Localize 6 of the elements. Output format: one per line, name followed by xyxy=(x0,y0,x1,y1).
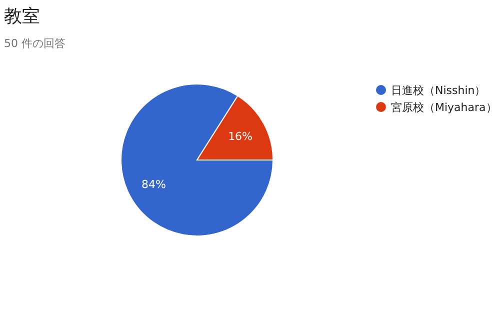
chart-title: 教室 xyxy=(4,6,40,27)
data-label: 16% xyxy=(228,130,253,144)
legend-label: 宮原校（Miyahara） xyxy=(391,101,497,114)
data-label: 84% xyxy=(141,178,166,191)
chart-subtitle: 50 件の回答 xyxy=(4,37,66,50)
legend-label: 日進校（Nisshin） xyxy=(391,84,486,97)
